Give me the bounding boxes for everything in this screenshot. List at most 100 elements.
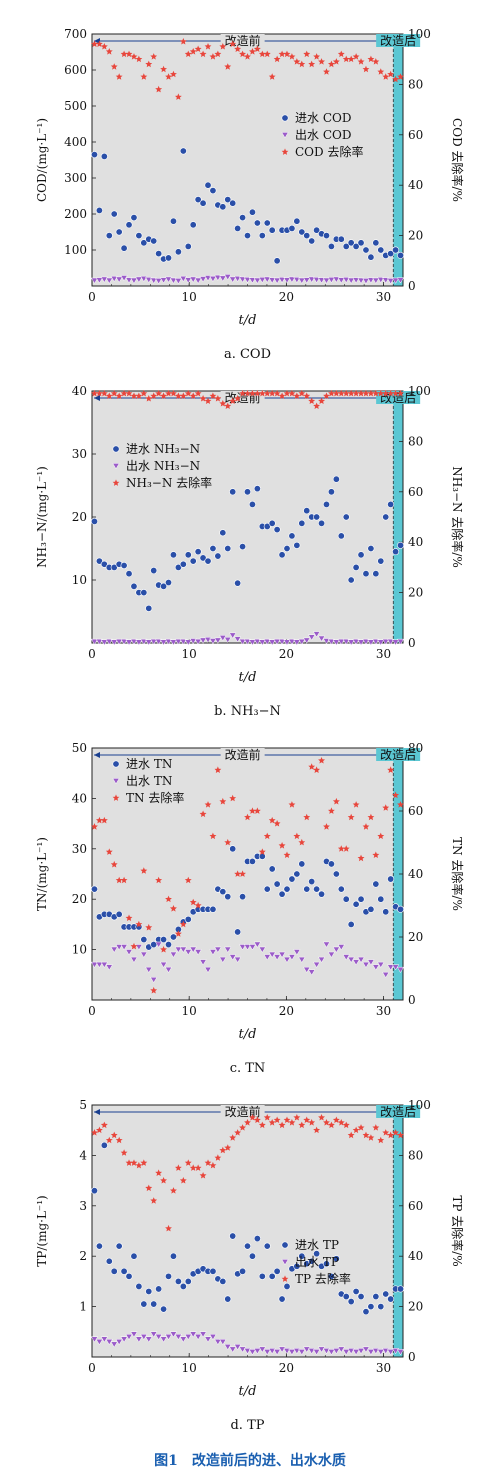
data-point: [244, 813, 251, 821]
data-point: [347, 55, 355, 63]
data-point: [150, 638, 158, 646]
data-point: [120, 562, 128, 570]
data-point: [229, 397, 237, 404]
data-point: [234, 870, 242, 877]
data-point: [258, 50, 266, 58]
data-point: [352, 801, 360, 808]
legend-label: 出水 TP: [295, 1255, 339, 1269]
data-point: [387, 1349, 395, 1356]
y-axis-label: TP/(mg·L⁻¹): [35, 1195, 49, 1266]
data-point: [209, 187, 217, 195]
data-point: [367, 55, 375, 63]
data-point: [135, 1161, 143, 1169]
arrow-head: [94, 752, 100, 758]
data-point: [273, 257, 281, 265]
legend-item: TN 去除率: [112, 790, 184, 805]
series-outflow: [90, 631, 405, 646]
data-point: [377, 277, 385, 284]
data-point: [125, 1272, 133, 1280]
data-point: [125, 570, 133, 578]
data-point: [337, 389, 345, 397]
data-point: [234, 224, 242, 232]
data-point: [120, 389, 128, 397]
legend-marker: [112, 760, 120, 768]
y-tick-label: 3: [79, 1199, 87, 1213]
data-point: [150, 567, 158, 575]
data-point: [204, 181, 212, 189]
y2-tick-label: 100: [408, 1098, 431, 1112]
x-tick-label: 10: [182, 290, 197, 304]
data-point: [367, 1134, 375, 1141]
data-point: [387, 500, 395, 508]
data-point: [179, 638, 187, 646]
data-point: [150, 1300, 158, 1308]
data-point: [115, 638, 123, 646]
data-point: [214, 766, 222, 773]
data-point: [160, 65, 167, 73]
data-point: [160, 582, 168, 590]
data-point: [233, 956, 242, 963]
legend-item: 进水 TP: [281, 1238, 339, 1252]
data-point: [367, 277, 375, 284]
x-tick-label: 20: [279, 1004, 294, 1018]
y2-tick-label: 80: [408, 741, 423, 755]
data-point: [382, 389, 390, 397]
data-point: [165, 1224, 172, 1232]
data-point: [150, 277, 158, 284]
data-point: [303, 392, 311, 399]
data-point: [189, 1164, 197, 1171]
data-point: [298, 277, 306, 284]
data-point: [288, 638, 296, 646]
data-point: [110, 1131, 118, 1139]
data-point: [179, 920, 187, 928]
data-point: [392, 75, 399, 83]
data-point: [357, 389, 365, 397]
data-point: [140, 73, 148, 80]
data-point: [219, 1339, 227, 1346]
data-point: [258, 277, 266, 284]
data-point: [249, 389, 256, 397]
data-point: [184, 1277, 192, 1285]
data-point: [174, 638, 183, 646]
after-period-background: [393, 1105, 403, 1357]
data-point: [362, 389, 370, 397]
data-point: [130, 942, 138, 950]
data-point: [219, 203, 227, 211]
data-point: [239, 870, 246, 877]
legend-marker: [281, 114, 289, 122]
data-point: [165, 579, 173, 587]
data-point: [199, 554, 207, 562]
data-point: [165, 941, 173, 949]
data-point: [298, 860, 306, 868]
x-axis-label: t/d: [239, 1027, 257, 1042]
data-point: [224, 402, 232, 409]
data-point: [184, 949, 192, 956]
data-point: [313, 53, 320, 60]
data-point: [268, 389, 276, 397]
series-inflow: [90, 845, 405, 951]
data-point: [248, 639, 257, 646]
data-point: [278, 1121, 286, 1129]
series-inflow: [90, 1141, 405, 1316]
data-point: [140, 1159, 148, 1166]
data-point: [125, 639, 133, 646]
data-point: [233, 275, 242, 283]
data-point: [175, 930, 182, 937]
data-point: [303, 277, 311, 284]
data-point: [184, 1159, 192, 1166]
data-point: [308, 60, 316, 68]
data-point: [273, 820, 281, 827]
data-point: [243, 277, 252, 284]
data-point: [150, 976, 158, 984]
data-point: [169, 1252, 177, 1260]
data-point: [352, 1349, 360, 1356]
data-point: [342, 638, 350, 646]
data-point: [175, 1164, 182, 1171]
data-point: [332, 1255, 340, 1263]
data-point: [357, 1348, 365, 1355]
data-point: [194, 949, 202, 956]
data-point: [95, 206, 103, 214]
data-point: [169, 551, 177, 559]
data-point: [105, 638, 113, 646]
data-point: [164, 1333, 173, 1341]
